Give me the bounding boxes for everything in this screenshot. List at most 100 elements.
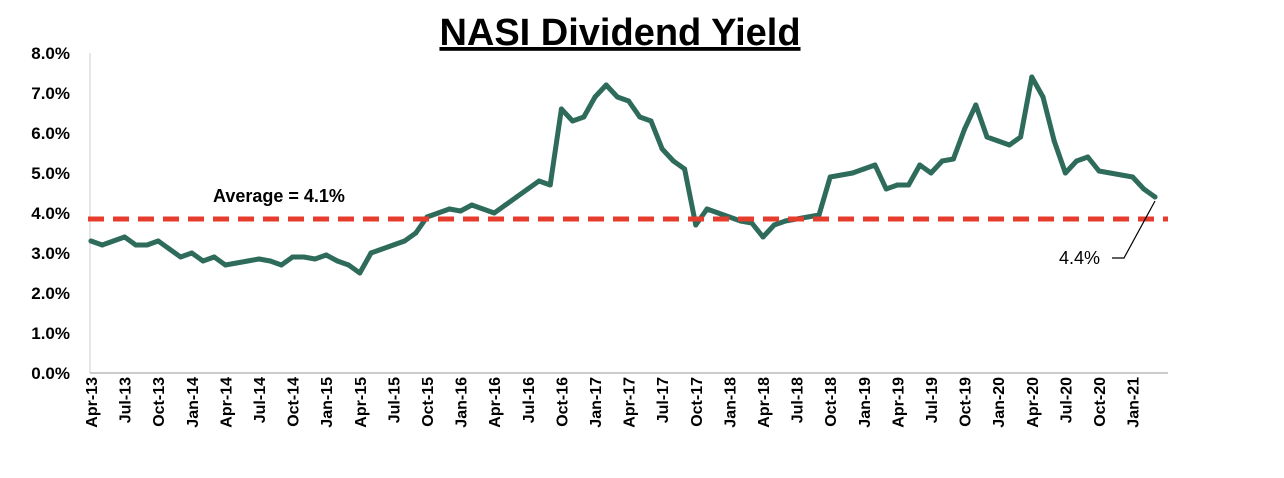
data-point-Nov-20 <box>1107 170 1113 176</box>
data-point-Dec-20 <box>1118 172 1124 178</box>
y-tick-label: 4.0% <box>31 204 70 223</box>
y-tick-label: 2.0% <box>31 284 70 303</box>
data-point-Feb-19 <box>872 162 878 168</box>
data-point-Dec-19 <box>984 134 990 140</box>
data-point-Sep-20 <box>1085 154 1091 160</box>
data-point-Jun-17 <box>648 118 654 124</box>
x-tick-label: Jul-18 <box>790 377 807 423</box>
data-point-Aug-16 <box>536 178 542 184</box>
data-point-Mar-15 <box>346 262 352 268</box>
x-tick-label: Oct-16 <box>554 377 571 427</box>
data-point-Apr-19 <box>894 182 900 188</box>
x-tick-label: Apr-14 <box>218 377 235 428</box>
data-point-Oct-14 <box>290 254 296 260</box>
data-point-May-17 <box>637 114 643 120</box>
x-axis-tick-labels: Apr-13 Jul-13 Oct-13 Jan-14 Apr-14 Jul-14 Oct-… <box>84 377 1143 428</box>
data-point-Sep-13 <box>144 242 150 248</box>
data-point-Dec-14 <box>312 256 318 262</box>
data-point-Jan-14 <box>189 250 195 256</box>
data-point-Jun-18 <box>782 218 788 224</box>
y-tick-label: 1.0% <box>31 324 70 343</box>
data-point-Dec-13 <box>178 254 184 260</box>
y-tick-label: 8.0% <box>31 44 70 63</box>
dividend-yield-data-points <box>88 74 1158 276</box>
data-point-Feb-20 <box>1006 142 1012 148</box>
data-point-Apr-16 <box>491 210 497 216</box>
data-point-Aug-19 <box>939 158 945 164</box>
data-point-Oct-17 <box>693 222 699 228</box>
data-point-Dec-15 <box>446 206 452 212</box>
data-point-Aug-18 <box>805 214 811 220</box>
data-point-Jul-17 <box>659 146 665 152</box>
data-point-Apr-17 <box>626 98 632 104</box>
data-point-Apr-18 <box>760 234 766 240</box>
data-point-May-18 <box>771 222 777 228</box>
data-point-Jun-15 <box>379 246 385 252</box>
data-point-Sep-17 <box>682 166 688 172</box>
data-point-Jul-20 <box>1062 170 1068 176</box>
data-point-Feb-14 <box>200 258 206 264</box>
data-point-Aug-14 <box>267 258 273 264</box>
x-tick-label: Apr-18 <box>756 377 773 428</box>
data-point-Sep-15 <box>413 230 419 236</box>
x-tick-label: Apr-19 <box>890 377 907 428</box>
data-point-Dec-17 <box>715 210 721 216</box>
y-tick-label: 6.0% <box>31 124 70 143</box>
data-point-Jun-16 <box>514 194 520 200</box>
x-tick-label: Apr-13 <box>84 377 101 428</box>
data-point-Nov-15 <box>435 210 441 216</box>
x-tick-label: Oct-15 <box>420 377 437 427</box>
data-point-Jul-16 <box>525 186 531 192</box>
data-point-Apr-20 <box>1029 74 1035 80</box>
x-tick-label: Jul-13 <box>118 377 135 423</box>
data-point-Apr-15 <box>357 270 363 276</box>
y-axis-tick-labels: 0.0% 1.0% 2.0% 3.0% 4.0% 5.0% 6.0% 7.0% 8.0% <box>31 44 70 383</box>
average-label: Average = 4.1% <box>213 186 345 206</box>
data-point-Nov-16 <box>570 118 576 124</box>
data-point-Feb-16 <box>469 202 475 208</box>
x-tick-label: Jul-19 <box>924 377 941 423</box>
data-point-May-20 <box>1040 94 1046 100</box>
data-point-Aug-13 <box>133 242 139 248</box>
x-tick-label: Jan-16 <box>454 377 471 428</box>
data-point-Mar-20 <box>1018 134 1024 140</box>
data-point-Mar-18 <box>749 220 755 226</box>
data-point-Nov-17 <box>704 206 710 212</box>
x-tick-label: Oct-13 <box>151 377 168 427</box>
data-point-Jan-19 <box>861 166 867 172</box>
data-point-Oct-19 <box>962 126 968 132</box>
data-point-Nov-13 <box>166 246 172 252</box>
x-tick-label: Jan-14 <box>185 377 202 428</box>
data-point-Oct-16 <box>558 106 564 112</box>
x-tick-label: Jul-14 <box>252 377 269 423</box>
data-point-Feb-21 <box>1141 186 1147 192</box>
x-tick-label: Apr-15 <box>353 377 370 428</box>
data-point-May-13 <box>99 242 105 248</box>
x-tick-label: Jan-19 <box>857 377 874 428</box>
data-point-Feb-17 <box>603 82 609 88</box>
data-point-Sep-14 <box>278 262 284 268</box>
x-tick-label: Jan-21 <box>1126 377 1143 428</box>
x-tick-label: Jan-18 <box>722 377 739 428</box>
y-tick-label: 5.0% <box>31 164 70 183</box>
x-tick-label: Jul-20 <box>1058 377 1075 423</box>
data-point-Mar-21 <box>1152 194 1158 200</box>
data-point-May-19 <box>906 182 912 188</box>
data-point-Jul-13 <box>122 234 128 240</box>
data-point-Dec-18 <box>850 170 856 176</box>
data-point-Oct-13 <box>155 238 161 244</box>
data-point-Sep-16 <box>547 182 553 188</box>
chart-title: NASI Dividend Yield <box>439 12 800 54</box>
data-point-Jan-17 <box>592 94 598 100</box>
data-point-Sep-18 <box>816 212 822 218</box>
data-point-May-14 <box>234 260 240 266</box>
data-point-Aug-20 <box>1074 158 1080 164</box>
data-point-Jun-13 <box>110 238 116 244</box>
data-point-Jan-16 <box>458 208 464 214</box>
x-tick-label: Oct-20 <box>1092 377 1109 427</box>
y-tick-label: 3.0% <box>31 244 70 263</box>
data-point-Jul-15 <box>390 242 396 248</box>
data-point-May-16 <box>502 202 508 208</box>
y-tick-label: 7.0% <box>31 84 70 103</box>
